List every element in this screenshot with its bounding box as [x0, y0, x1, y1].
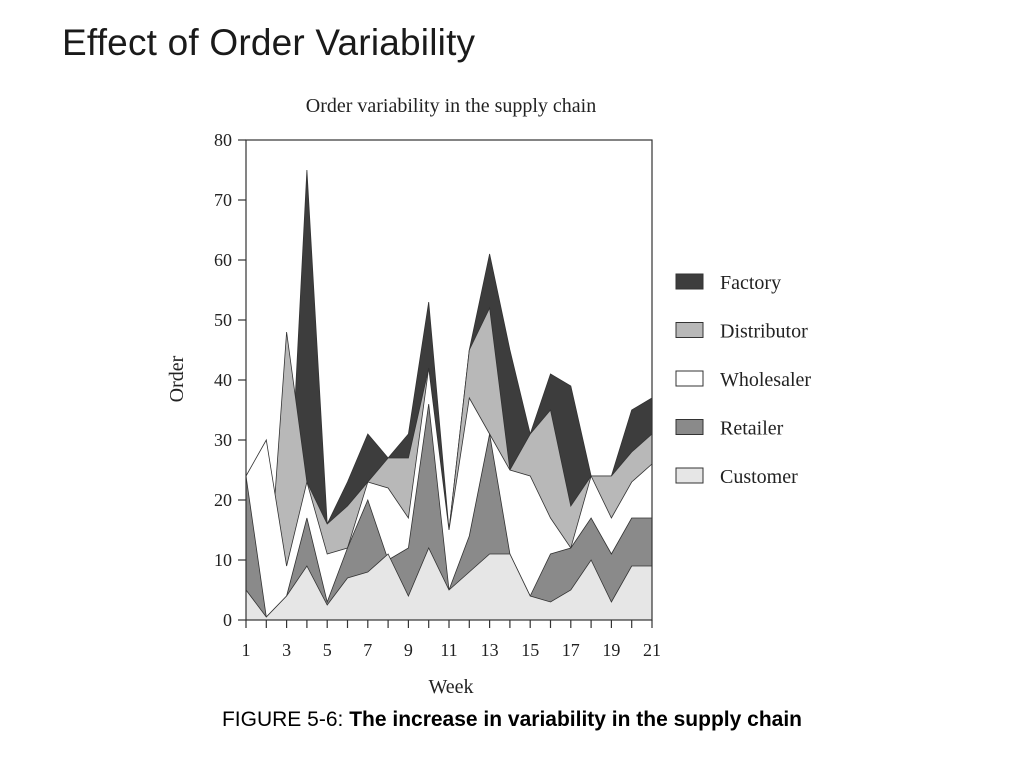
y-tick-label: 0	[223, 610, 232, 630]
x-tick-label: 7	[363, 640, 372, 660]
x-tick-label: 9	[404, 640, 413, 660]
y-tick-label: 70	[214, 190, 232, 210]
x-tick-label: 13	[481, 640, 499, 660]
caption-lead: FIGURE 5-6:	[221, 708, 350, 731]
y-tick-label: 30	[214, 430, 232, 450]
legend-swatch-retailer	[675, 419, 704, 435]
legend-swatch-distributor	[675, 322, 704, 338]
legend-label-factory: Factory	[720, 272, 781, 294]
area-customer	[245, 547, 653, 621]
legend-swatch-wholesaler	[675, 370, 704, 387]
legend-label-customer: Customer	[720, 466, 798, 488]
y-axis-label: Order	[166, 355, 188, 402]
figure-caption: FIGURE 5-6: The increase in variability …	[0, 708, 1024, 732]
x-tick-label: 19	[602, 640, 620, 660]
x-tick-label: 3	[282, 640, 291, 660]
x-axis-label: Week	[428, 676, 473, 698]
legend-swatch-factory	[675, 273, 704, 290]
chart-svg: Order variability in the supply chain 0 10…	[166, 95, 811, 698]
x-tick-label: 21	[643, 640, 661, 660]
legend-swatch-customer	[675, 467, 704, 484]
legend-label-wholesaler: Wholesaler	[720, 369, 811, 391]
x-tick-label: 1	[242, 640, 251, 660]
y-tick-label: 50	[214, 310, 232, 330]
y-tick-label: 20	[214, 490, 232, 510]
x-tick-label: 17	[562, 640, 580, 660]
area-retailer	[245, 403, 653, 621]
x-tick-label: 5	[323, 640, 332, 660]
legend-label-distributor: Distributor	[720, 321, 808, 343]
y-tick-label: 40	[214, 370, 232, 390]
x-tick-label: 15	[521, 640, 539, 660]
legend-label-retailer: Retailer	[720, 418, 784, 440]
slide-title: Effect of Order Variability	[62, 22, 476, 63]
chart: Order variability in the supply chain 0 10…	[166, 95, 811, 698]
y-tick-label: 10	[214, 550, 232, 570]
caption-text: The increase in variability in the suppl…	[349, 708, 802, 731]
y-tick-label: 80	[214, 130, 232, 150]
chart-title: Order variability in the supply chain	[306, 95, 596, 117]
x-tick-label: 11	[440, 640, 457, 660]
y-tick-label: 60	[214, 250, 232, 270]
